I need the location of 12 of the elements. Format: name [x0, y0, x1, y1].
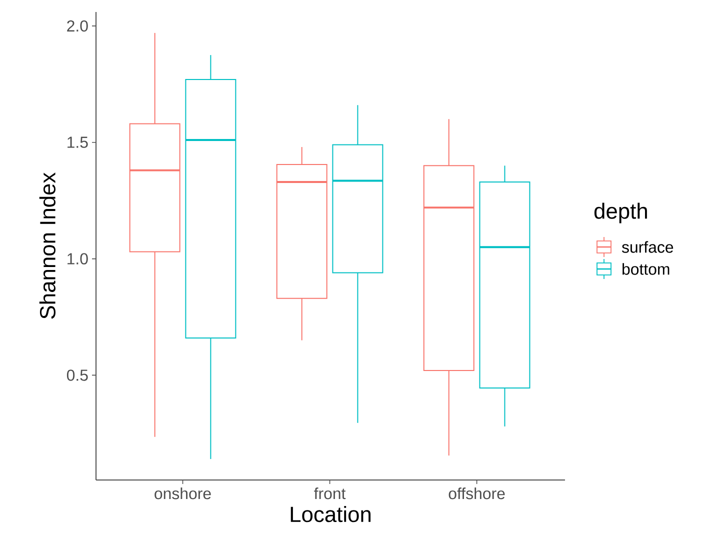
y-tick-label: 2.0	[67, 20, 88, 32]
y-tick-label: 1.5	[68, 136, 88, 148]
legend-title: depth	[594, 202, 647, 224]
legend-label: surface	[622, 241, 674, 253]
x-axis-title: Location	[290, 506, 371, 522]
y-tick-label: 1.0	[68, 253, 88, 264]
x-tick-label: onshore	[154, 488, 211, 500]
y-tick-label: 0.5	[66, 370, 88, 381]
legend-label: bottom	[622, 263, 670, 275]
x-tick-label: offshore	[448, 488, 505, 500]
y-axis-title: Shannon Index	[39, 172, 56, 319]
x-tick-label: front	[314, 488, 346, 500]
